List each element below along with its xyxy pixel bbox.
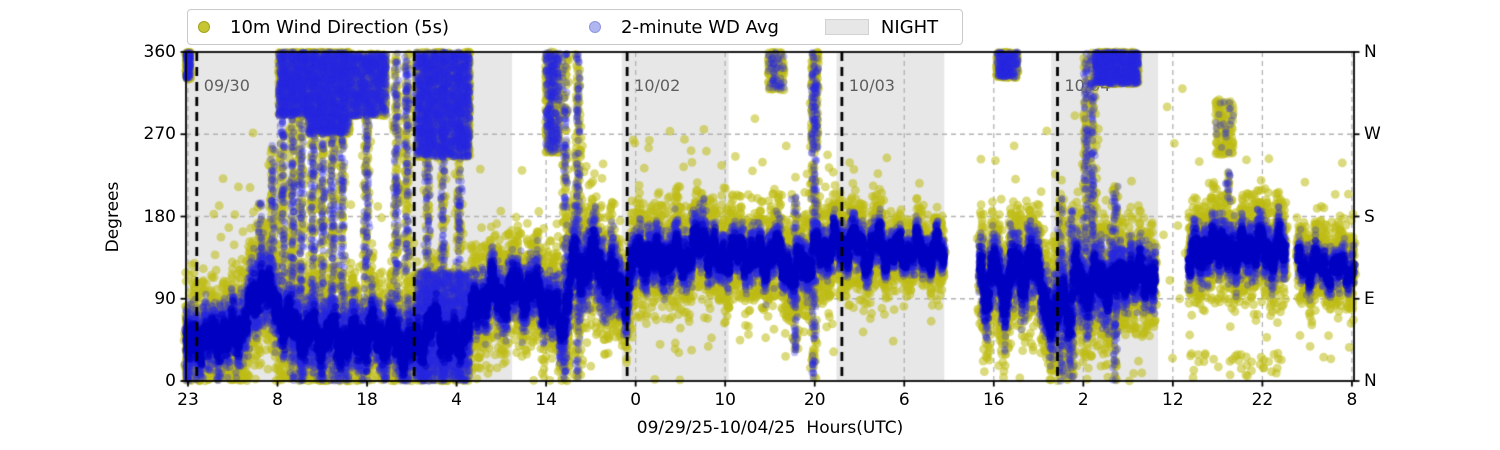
legend-item-night: NIGHT [824, 16, 939, 38]
x-tick-label-6: 10 [714, 390, 736, 410]
y-tick-label-360: 360 [143, 42, 176, 62]
right-tick-label-2: S [1364, 206, 1375, 227]
x-tick-label-0: 23 [177, 390, 199, 410]
x-tick-label-12: 22 [1251, 390, 1274, 410]
right-tick-label-4: N [1364, 42, 1377, 62]
legend-label-night: NIGHT [880, 16, 939, 38]
date-annotation-10-03: 10/03 [848, 76, 895, 95]
legend-item-wind-direction: 10m Wind Direction (5s) [198, 17, 449, 38]
date-annotation-10-01: 10/01 [421, 76, 468, 95]
right-tick-label-0: N [1364, 371, 1377, 391]
x-tick-label-5: 0 [630, 390, 642, 410]
legend: 10m Wind Direction (5s) 2-minute WD Avg … [187, 9, 963, 45]
x-tick-label-11: 12 [1162, 390, 1184, 410]
x-tick-label-10: 2 [1077, 390, 1089, 410]
y-tick-label-90: 90 [154, 288, 176, 309]
x-tick-label-13: 8 [1346, 390, 1358, 410]
y-tick-label-180: 180 [143, 206, 176, 227]
x-tick-label-9: 16 [982, 390, 1005, 410]
x-axis-label: 09/29/25-10/04/25 Hours(UTC) [636, 418, 904, 438]
x-tick-label-8: 6 [898, 390, 910, 410]
legend-item-wd-avg: 2-minute WD Avg [589, 17, 779, 38]
x-tick-label-1: 8 [272, 390, 283, 410]
right-tick-label-1: E [1364, 288, 1375, 309]
x-tick-label-3: 4 [451, 390, 462, 410]
night-patch-icon [824, 19, 869, 35]
blue-dot-icon [589, 21, 602, 33]
x-tick-label-4: 14 [535, 390, 557, 410]
date-annotation-10-02: 10/02 [634, 76, 681, 95]
date-annotation-10-04: 10/04 [1064, 76, 1111, 95]
legend-label-wd-avg: 2-minute WD Avg [621, 16, 779, 38]
y-tick-label-0: 0 [165, 371, 176, 391]
x-tick-label-7: 20 [803, 390, 826, 410]
right-tick-label-3: W [1364, 124, 1381, 145]
yellow-dot-icon [198, 21, 210, 33]
legend-label-wind-direction: 10m Wind Direction (5s) [230, 16, 450, 38]
y-tick-label-270: 270 [143, 124, 176, 145]
date-annotation-09-30: 09/30 [203, 76, 250, 95]
x-tick-label-2: 18 [356, 390, 378, 410]
